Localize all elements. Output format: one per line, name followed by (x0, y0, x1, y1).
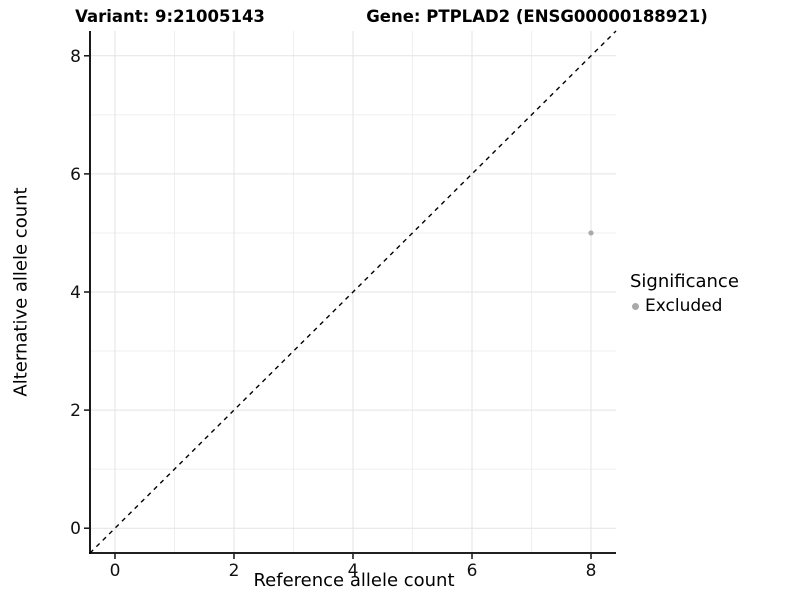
legend-title: Significance (630, 271, 739, 292)
x-tick-label: 2 (229, 561, 240, 581)
legend-item-label: Excluded (645, 296, 723, 316)
identity-dashed-line (89, 30, 617, 554)
data-point (588, 230, 594, 236)
legend: Significance Excluded (630, 271, 739, 316)
x-axis-title: Reference allele count (253, 570, 455, 591)
x-tick-label: 8 (586, 561, 597, 581)
plot-title-variant: Variant: 9:21005143 (75, 7, 265, 26)
x-tick-label: 0 (110, 561, 121, 581)
x-tick-label: 6 (467, 561, 478, 581)
y-tick-label: 6 (70, 165, 81, 185)
legend-point-marker-icon (632, 302, 639, 310)
y-tick-label: 0 (70, 519, 81, 539)
legend-item-excluded: Excluded (630, 296, 739, 316)
y-tick-label: 2 (70, 401, 81, 421)
y-tick-label: 8 (70, 47, 81, 67)
plot-title-gene: Gene: PTPLAD2 (ENSG00000188921) (366, 7, 708, 26)
x-tick-label: 4 (348, 561, 359, 581)
y-tick-label: 4 (70, 283, 81, 303)
